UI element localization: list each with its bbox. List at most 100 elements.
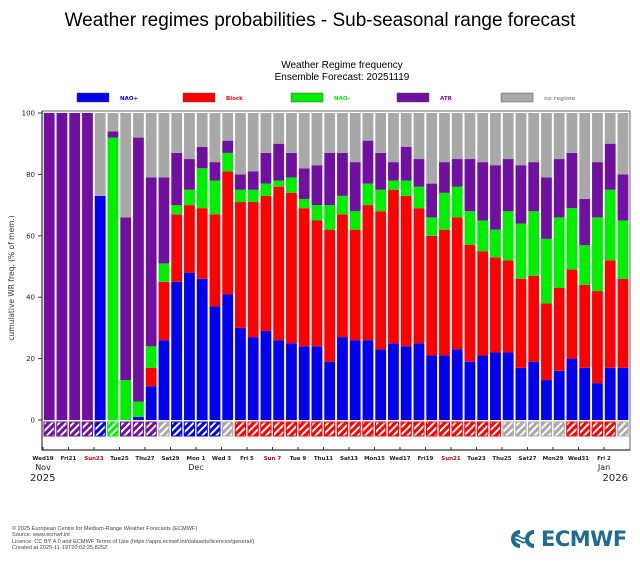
y-axis-label: cumulative WR freq. (% of mem.) — [7, 215, 16, 340]
x-tick-label: Mon15 — [364, 456, 385, 462]
bar-no-regime — [413, 113, 425, 160]
month-label: Nov — [35, 463, 51, 472]
bar-nao- — [515, 223, 527, 279]
bar-nao- — [490, 229, 501, 258]
bar-atr — [375, 152, 387, 190]
bar-no-regime — [604, 113, 616, 144]
ecmwf-logo: ECMWF — [508, 527, 627, 551]
year-label: 2026 — [603, 473, 628, 484]
bar-nao- — [349, 340, 361, 420]
bar-nao- — [247, 189, 259, 203]
dominant-regime-box — [477, 421, 489, 437]
bars — [43, 113, 629, 420]
dominant-regime-box — [553, 421, 565, 437]
x-tick-label: Sat27 — [519, 456, 537, 462]
bar-atr — [604, 143, 616, 190]
bar-nao- — [502, 352, 514, 420]
bar-nao- — [107, 137, 119, 420]
bar-atr — [541, 177, 552, 239]
bar-no-regime — [184, 113, 195, 160]
bar-no-regime — [311, 113, 323, 166]
bar-block — [222, 171, 234, 295]
bar-no-regime — [337, 113, 348, 153]
bar-atr — [477, 162, 489, 221]
dominant-regime-box — [247, 421, 259, 437]
bar-no-regime — [362, 113, 374, 141]
bar-block — [184, 205, 195, 273]
bar-nao- — [477, 355, 489, 420]
x-tick-label: Tue 9 — [290, 456, 307, 462]
bar-nao- — [94, 195, 106, 420]
x-tick-label: Wed31 — [568, 456, 589, 462]
bar-no-regime — [120, 113, 132, 218]
dominant-regime-box — [502, 421, 514, 437]
bar-atr — [209, 162, 221, 181]
bar-no-regime — [502, 113, 514, 160]
dominant-regime-box — [120, 421, 132, 437]
bar-block — [375, 211, 387, 350]
bar-atr — [502, 159, 514, 212]
x-tick-label: Wed 3 — [212, 456, 231, 462]
axes: 0 20 40 60 80 100 Wed19 Fri21 Sun23 Tue25 Thu27 Sat… — [22, 110, 631, 484]
bar-nao- — [439, 192, 450, 230]
bar-nao- — [464, 361, 476, 420]
bar-no-regime — [464, 113, 476, 160]
bar-no-regime — [298, 113, 310, 169]
bar-nao- — [145, 346, 157, 368]
bar-nao- — [490, 352, 501, 420]
bar-no-regime — [375, 113, 387, 153]
bar-no-regime — [94, 113, 106, 196]
bar-no-regime — [477, 113, 489, 163]
bar-atr — [400, 146, 412, 181]
bar-nao- — [337, 337, 348, 420]
bar-nao- — [145, 386, 157, 420]
footer: © 2025 European Centre for Medium-Range … — [12, 526, 254, 552]
bar-nao- — [541, 238, 552, 304]
page-title: Weather regimes probabilities - Sub-seas… — [64, 10, 576, 31]
bar-atr — [617, 174, 629, 221]
bar-nao- — [311, 346, 323, 420]
bar-atr — [592, 162, 603, 218]
bar-no-regime — [553, 113, 565, 160]
x-tick-label: Mon29 — [543, 456, 564, 462]
bar-atr — [426, 183, 438, 218]
bar-block — [260, 195, 272, 331]
dominant-regime-box — [324, 421, 336, 437]
bar-nao- — [133, 416, 144, 420]
bar-block — [311, 220, 323, 347]
x-tick-label: Sun21 — [441, 456, 461, 462]
bar-nao- — [566, 208, 578, 270]
bar-no-regime — [490, 113, 501, 166]
bar-atr — [82, 113, 93, 420]
bar-nao- — [388, 343, 399, 420]
legend-label: NAO+ — [120, 96, 139, 102]
bar-nao- — [184, 189, 195, 206]
bar-atr — [145, 177, 157, 347]
bar-nao- — [604, 189, 616, 261]
bar-nao- — [426, 217, 438, 236]
bar-atr — [388, 162, 399, 181]
chart-title: Weather Regime frequency — [281, 60, 403, 71]
bar-block — [158, 281, 170, 341]
bar-atr — [158, 177, 170, 264]
bar-nao- — [337, 195, 348, 215]
bar-atr — [362, 140, 374, 184]
bar-nao- — [451, 349, 463, 420]
bar-atr — [120, 217, 132, 381]
bar-block — [349, 229, 361, 341]
bar-nao- — [209, 306, 221, 420]
legend-label: ATR — [440, 96, 453, 102]
bar-block — [477, 251, 489, 356]
legend: NAO+ Block NAO- ATR no regime — [76, 92, 576, 103]
bar-nao- — [171, 205, 183, 215]
dominant-regime-box — [515, 421, 527, 437]
dominant-regime-box — [94, 421, 106, 437]
bar-nao- — [273, 180, 285, 187]
x-tick-label: Wed17 — [389, 456, 410, 462]
bar-nao- — [260, 183, 272, 196]
source-text: Source: www.ecmwf.int — [12, 532, 70, 539]
bar-no-regime — [158, 113, 170, 178]
dominant-regime-box — [336, 421, 349, 437]
dominant-regime-box — [222, 421, 234, 437]
bar-block — [617, 278, 629, 368]
